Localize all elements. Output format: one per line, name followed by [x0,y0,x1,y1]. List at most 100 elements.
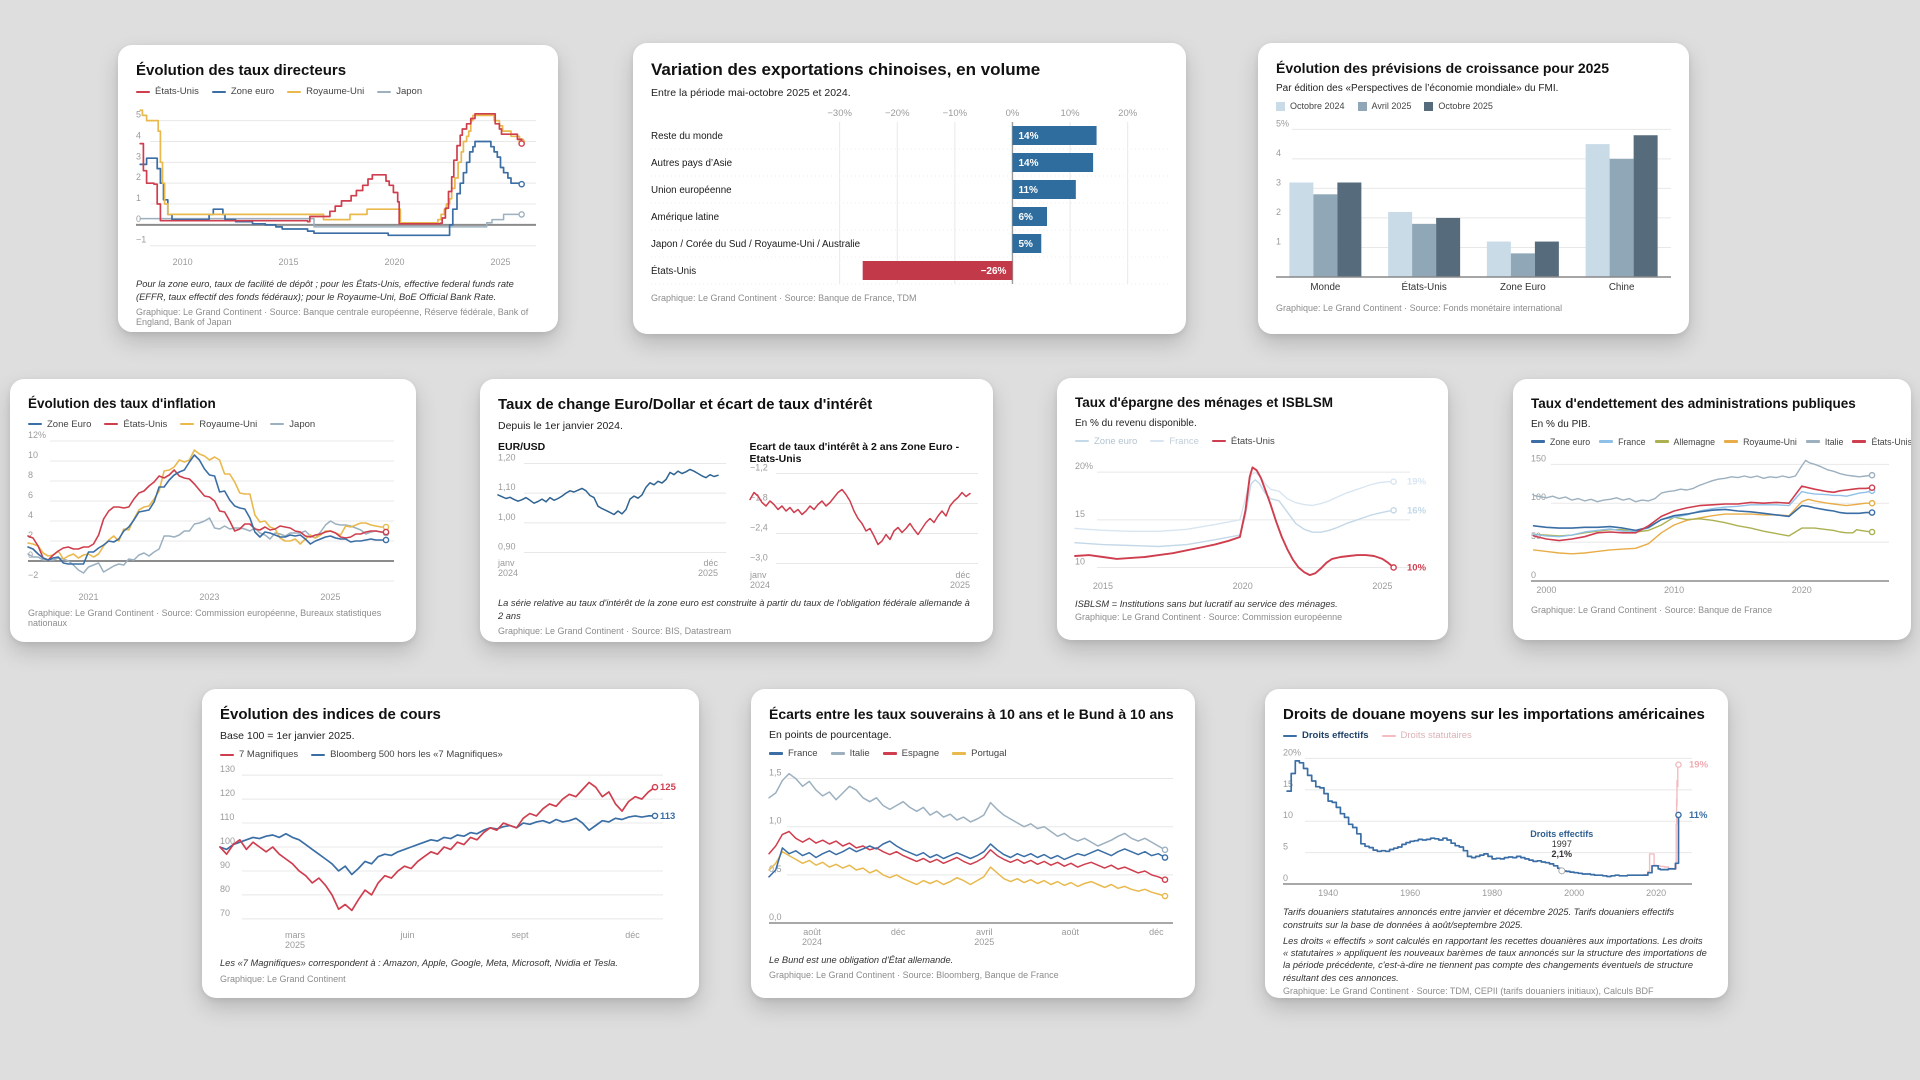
svg-text:113: 113 [660,811,675,822]
svg-text:100: 100 [220,836,235,846]
line-chart-endettement: 150 100 50 0 2000 2010 2020 [1531,453,1893,597]
svg-text:juin: juin [399,930,414,940]
svg-text:sept: sept [511,930,529,940]
chart-source: Graphique: Le Grand Continent · Source: … [1531,604,1773,615]
svg-text:Droits effectifs: Droits effectifs [1530,829,1593,839]
legend-item: États-Unis [136,86,199,97]
chart-subtitle: En % du PIB. [1531,418,1591,430]
legend-item: Royaume-Uni [287,86,364,97]
chart-subtitle: Entre la période mai-octobre 2025 et 202… [651,86,851,99]
svg-text:10%: 10% [1061,108,1081,119]
chart-title: Évolution des taux directeurs [136,62,347,79]
svg-text:2015: 2015 [279,257,299,267]
svg-text:avril: avril [976,927,993,937]
svg-text:1,20: 1,20 [498,453,516,463]
legend-item: France [1599,437,1646,447]
svg-text:2024: 2024 [498,568,518,578]
card-ecarts-souverains: Écarts entre les taux souverains à 10 an… [751,689,1195,998]
svg-text:4: 4 [136,131,141,141]
svg-text:2,1%: 2,1% [1552,849,1573,859]
legend-item: États-Unis [1852,437,1911,447]
card-taux-inflation: Évolution des taux d'inflation Zone Euro… [10,379,416,642]
legend-item: Zone euro [211,86,274,97]
svg-text:90: 90 [220,860,230,870]
chart-note: ISBLSM = Institutions sans but lucratif … [1075,598,1338,609]
svg-text:Japon / Corée du Sud / Royaume: Japon / Corée du Sud / Royaume-Uni / Aus… [651,239,861,250]
svg-text:États-Unis: États-Unis [651,266,696,277]
chart-source: Graphique: Le Grand Continent · Source: … [1276,303,1563,314]
svg-text:2023: 2023 [199,592,219,602]
svg-text:2000: 2000 [1536,585,1556,595]
chart-subtitle: En points de pourcentage. [769,729,892,742]
line-chart-ecart-taux: −1,2 −1,8 −2,4 −3,0 janv 2024 déc 2025 [749,463,978,590]
card-endettement: Taux d'endettement des administrations p… [1513,379,1911,640]
svg-text:19%: 19% [1689,760,1709,771]
svg-text:5: 5 [1283,842,1288,852]
svg-text:1,00: 1,00 [498,512,516,522]
svg-text:125: 125 [660,782,677,793]
svg-text:0: 0 [136,214,141,224]
legend-item: Droits statutaires [1381,730,1472,741]
svg-text:2010: 2010 [173,257,193,267]
chart-legend: États-Unis Zone euro Royaume-Uni Japon [136,86,540,97]
chart-source: Graphique: Le Grand Continent · Source: … [28,607,382,628]
chart-note-1: Tarifs douaniers statutaires annoncés en… [1283,907,1675,930]
chart-source: Graphique: Le Grand Continent [220,973,346,984]
svg-text:2025: 2025 [974,937,994,947]
line-chart-indices: 130 120 110 100 90 80 70 mars 2025 juin sept déc 113… [219,764,681,950]
legend-item: Octobre 2025 [1424,101,1493,111]
svg-text:1,5: 1,5 [769,768,782,778]
svg-text:2015: 2015 [1093,581,1113,591]
svg-text:11%: 11% [1018,185,1038,196]
svg-text:2020: 2020 [1792,585,1812,595]
svg-text:120: 120 [220,788,235,798]
svg-text:−10%: −10% [943,108,968,119]
svg-text:6: 6 [28,490,33,500]
svg-text:0,0: 0,0 [769,912,782,922]
legend-item: Italie [830,748,870,759]
svg-text:100: 100 [1531,492,1546,502]
svg-text:déc: déc [625,930,640,940]
svg-text:−1: −1 [136,235,146,245]
chart-subtitle: Base 100 = 1er janvier 2025. [220,730,355,743]
chart-note-2: Les droits « effectifs » sont calculés e… [1283,935,1707,983]
svg-text:5: 5 [136,110,141,120]
svg-text:déc: déc [703,558,718,568]
chart-legend: Droits effectifs Droits statutaires [1283,730,1710,741]
chart-source: Graphique: Le Grand Continent · Source: … [1283,985,1654,996]
chart-subtitle: Par édition des «Perspectives de l’écono… [1276,83,1559,95]
chart-panels: EUR/USD 1,20 1,10 1,00 0,90 janv 2024 déc 2025 … [497,439,978,590]
svg-text:2024: 2024 [802,937,822,947]
svg-text:1: 1 [136,193,141,203]
svg-text:2025: 2025 [949,580,969,590]
svg-text:5%: 5% [1276,118,1289,128]
svg-text:15: 15 [1283,779,1293,789]
svg-text:14%: 14% [1018,158,1038,169]
legend-item: Japon [377,86,422,97]
panel-eur-usd: EUR/USD 1,20 1,10 1,00 0,90 janv 2024 déc 2025 [497,439,726,590]
svg-text:130: 130 [220,764,235,774]
legend-item: France [1150,436,1199,447]
svg-text:1980: 1980 [1482,888,1502,898]
svg-text:Amérique latine: Amérique latine [651,212,720,223]
chart-legend: Zone Euro États-Unis Royaume-Uni Japon [28,419,398,430]
svg-text:1,0: 1,0 [769,816,782,826]
chart-title: Variation des exportations chinoises, en… [651,60,1041,79]
chart-title: Écarts entre les taux souverains à 10 an… [769,706,1174,722]
legend-item: États-Unis [104,419,167,430]
chart-note: Les «7 Magnifiques» correspondent à : Am… [220,958,618,969]
svg-text:août: août [1062,927,1080,937]
svg-text:2: 2 [136,172,141,182]
svg-text:−2: −2 [28,570,38,580]
svg-text:Chine: Chine [1609,282,1635,293]
svg-text:2021: 2021 [78,592,98,602]
svg-text:mars: mars [285,930,305,940]
svg-text:−3,0: −3,0 [750,553,768,563]
chart-legend: Zone euro France États-Unis [1075,436,1430,447]
svg-text:4: 4 [1276,148,1281,158]
svg-text:20%: 20% [1075,461,1093,471]
svg-text:2: 2 [28,530,33,540]
card-indices-cours: Évolution des indices de cours Base 100 … [202,689,699,998]
chart-legend: Zone euro France Allemagne Royaume-Uni Itali… [1531,437,1911,447]
legend-item: Royaume-Uni [180,419,257,430]
